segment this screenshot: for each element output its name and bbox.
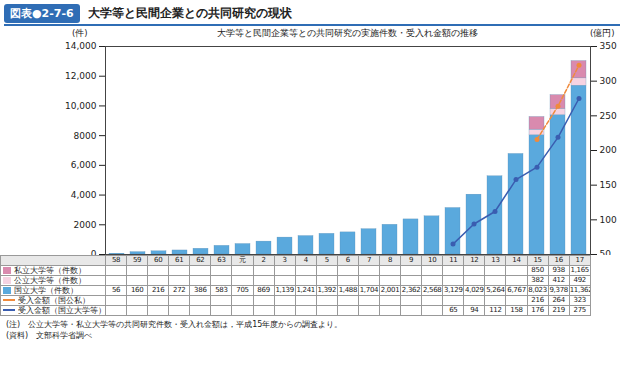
html-text:16: 16 [554, 256, 563, 264]
svg-text:12,000: 12,000 [65, 71, 97, 81]
html-text:14: 14 [512, 256, 521, 264]
html-text:10: 10 [428, 256, 437, 264]
html-text:219: 219 [552, 306, 565, 314]
svg-text:2000: 2000 [74, 220, 97, 230]
html-text:12: 12 [470, 256, 479, 264]
html-text:8: 8 [388, 256, 393, 264]
html-text:492: 492 [573, 276, 586, 284]
html-text:(件): (件) [72, 28, 88, 38]
html-text:2: 2 [261, 256, 266, 264]
html-text:583: 583 [215, 286, 228, 294]
html-text:94: 94 [470, 306, 479, 314]
html-text:850: 850 [531, 266, 544, 274]
html-text:大学等と民間企業との共同研究の現状: 大学等と民間企業との共同研究の現状 [87, 5, 292, 20]
svg-text:0: 0 [91, 249, 97, 255]
html-text:62: 62 [196, 256, 205, 264]
html-text:図表●2-7-6: 図表●2-7-6 [10, 6, 74, 20]
svg-text:350: 350 [600, 41, 617, 51]
html-text:869: 869 [257, 286, 270, 294]
svg-text:4,000: 4,000 [71, 190, 97, 200]
html-text:6: 6 [345, 256, 350, 264]
html-text:386: 386 [194, 286, 207, 294]
html-text:受入金額（国公私）: 受入金額（国公私） [18, 296, 90, 305]
svg-text:250: 250 [600, 111, 617, 121]
html-text:1,165: 1,165 [570, 266, 589, 274]
html-text:(億円): (億円) [590, 28, 615, 38]
html-text:11: 11 [449, 256, 458, 264]
svg-text:6,000: 6,000 [71, 160, 97, 170]
svg-text:50: 50 [600, 249, 612, 255]
html-text:275: 275 [573, 306, 586, 314]
html-text:7: 7 [366, 256, 371, 264]
html-text:323: 323 [573, 296, 586, 304]
html-text:272: 272 [173, 286, 186, 294]
svg-text:150: 150 [600, 180, 617, 190]
svg-text:8000: 8000 [74, 131, 97, 141]
html-text:17: 17 [575, 256, 584, 264]
html-text:国立大学（件数）: 国立大学（件数） [14, 286, 78, 295]
html-text:5: 5 [324, 256, 329, 264]
html-text:56: 56 [111, 286, 121, 294]
svg-text:300: 300 [600, 76, 617, 86]
html-text:15: 15 [533, 256, 542, 264]
html-text:(注) 公立大学等・私立大学等の共同研究件数・受入れ金額は，: (注) 公立大学等・私立大学等の共同研究件数・受入れ金額は，平成15年度からの調… [6, 320, 343, 329]
svg-text:14,000: 14,000 [65, 41, 97, 51]
html-text:1,139 1,241 1,392 1,488 1,704: 1,139 1,241 1,392 1,488 1,704 2,001 2,36… [275, 286, 568, 294]
html-text:264: 264 [552, 296, 565, 304]
html-text:176: 176 [531, 306, 544, 314]
html-text:私立大学等（件数）: 私立大学等（件数） [14, 266, 86, 275]
html-text:382: 382 [531, 276, 544, 284]
html-text:大学等と民間企業等との共同研究の実施件数・受入れ金額の推移: 大学等と民間企業等との共同研究の実施件数・受入れ金額の推移 [217, 28, 478, 38]
svg-text:200: 200 [600, 145, 617, 155]
html-text:9: 9 [409, 256, 414, 264]
html-text:3: 3 [282, 256, 287, 264]
html-text:60: 60 [154, 256, 163, 264]
html-text:元: 元 [239, 256, 246, 264]
html-text:112: 112 [489, 306, 502, 314]
html-text:4: 4 [303, 256, 308, 264]
html-text:160: 160 [130, 286, 144, 294]
svg-text:100: 100 [600, 215, 617, 225]
html-text:59: 59 [133, 256, 142, 264]
html-text:705: 705 [236, 286, 249, 294]
html-text:58: 58 [111, 256, 121, 264]
html-text:938: 938 [552, 266, 565, 274]
html-text:61: 61 [175, 256, 184, 264]
html-text:公立大学等（件数）: 公立大学等（件数） [14, 276, 86, 285]
html-text:216: 216 [152, 286, 165, 294]
svg-text:10,000: 10,000 [65, 101, 97, 111]
html-text:13: 13 [491, 256, 500, 264]
html-text:63: 63 [217, 256, 226, 264]
html-text:(資料) 文部科学省調べ: (資料) 文部科学省調べ [6, 331, 93, 340]
html-text:216: 216 [531, 296, 544, 304]
html-text:412: 412 [552, 276, 565, 284]
html-text:受入金額（国立大学等）: 受入金額（国立大学等） [18, 306, 106, 315]
html-text:158: 158 [510, 306, 523, 314]
html-text:65: 65 [449, 306, 458, 314]
